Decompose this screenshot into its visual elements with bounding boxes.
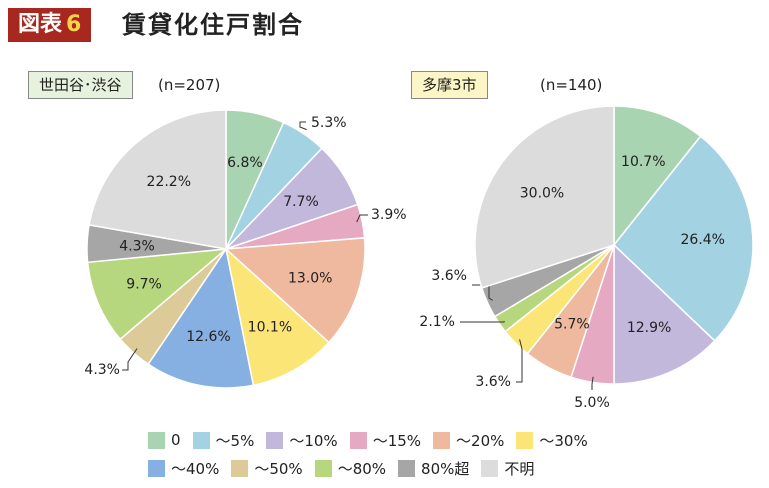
- legend-swatch: [192, 431, 210, 449]
- data-label: 5.3%: [311, 115, 347, 131]
- data-label: 4.3%: [119, 239, 155, 255]
- legend-swatch: [266, 431, 284, 449]
- figure-title: 賃貸化住戸割合: [122, 11, 304, 39]
- legend-item: 0: [148, 431, 181, 449]
- legend-swatch: [349, 431, 367, 449]
- figure-number: 6: [66, 12, 82, 37]
- legend-item: ～5%: [192, 430, 255, 451]
- data-label: 12.6%: [186, 329, 230, 345]
- legend-swatch: [231, 459, 249, 477]
- data-label: 7.7%: [283, 194, 319, 210]
- leader-line: [516, 339, 523, 383]
- legend-label: ～50%: [254, 459, 303, 478]
- legend-label: 80%超: [421, 459, 470, 478]
- chart-2-title: 多摩3市: [411, 71, 488, 99]
- legend-label: ～30%: [539, 431, 588, 450]
- data-label: 9.7%: [126, 277, 162, 293]
- legend-swatch: [516, 431, 534, 449]
- legend-item: ～30%: [516, 430, 588, 451]
- legend-item: 80%超: [398, 458, 469, 479]
- pie-slice: [224, 246, 330, 387]
- legend-label: ～40%: [171, 459, 220, 478]
- legend-label: 不明: [504, 459, 535, 478]
- chart-1-sample-size: (n=207): [158, 76, 221, 94]
- legend-label: ～15%: [372, 431, 422, 450]
- legend-swatch: [148, 431, 165, 449]
- legend-swatch: [148, 459, 165, 477]
- data-label: 5.7%: [554, 316, 590, 332]
- legend-label: ～20%: [456, 431, 505, 450]
- chart-1-title: 世田谷･渋谷: [28, 71, 133, 99]
- data-label: 2.1%: [419, 314, 455, 330]
- leader-line: [591, 376, 594, 390]
- data-label: 13.0%: [288, 271, 332, 287]
- legend-label: ～5%: [215, 431, 255, 450]
- legend-swatch: [433, 431, 451, 449]
- data-label: 5.0%: [574, 395, 610, 411]
- pie-slice: [147, 247, 255, 389]
- figure-badge: 図表 6: [8, 8, 92, 42]
- legend-label: 0: [171, 431, 181, 449]
- pie-slice: [86, 248, 229, 341]
- data-label: 22.2%: [147, 174, 191, 190]
- pie-slice: [474, 105, 615, 289]
- data-label: 10.1%: [248, 319, 292, 335]
- leader-line: [460, 320, 505, 323]
- legend-item: ～10%: [266, 430, 338, 451]
- legend-item: ～20%: [433, 430, 504, 451]
- legend-swatch: [481, 459, 499, 477]
- legend-row-1: 0 ～5% ～10% ～15% ～20% ～30%: [148, 426, 708, 454]
- legend-item: ～15%: [349, 430, 422, 451]
- leader-line: [122, 348, 138, 371]
- data-label: 12.9%: [627, 320, 671, 336]
- chart-2-sample-size: (n=140): [540, 76, 603, 94]
- legend-label: ～10%: [289, 431, 338, 450]
- data-label: 6.8%: [227, 155, 263, 171]
- legend-item: ～50%: [231, 458, 303, 479]
- data-label: 4.3%: [84, 362, 120, 378]
- data-label: 30.0%: [520, 186, 564, 202]
- legend-swatch: [398, 459, 416, 477]
- legend-item: ～80%: [314, 458, 387, 479]
- data-label: 10.7%: [621, 154, 665, 170]
- legend: 0 ～5% ～10% ～15% ～20% ～30% ～40% ～50% ～80%…: [148, 426, 708, 482]
- leader-line: [356, 214, 368, 223]
- pie-slice: [613, 243, 716, 385]
- leader-line: [299, 121, 307, 131]
- legend-label: ～80%: [337, 459, 387, 478]
- pie-slice: [88, 109, 227, 250]
- legend-swatch: [314, 459, 332, 477]
- data-label: 26.4%: [680, 232, 724, 248]
- legend-item: 不明: [481, 458, 534, 479]
- data-label: 3.6%: [431, 268, 467, 284]
- legend-item: ～40%: [148, 458, 219, 479]
- pie-slice: [224, 237, 366, 344]
- legend-row-2: ～40% ～50% ～80% 80%超 不明: [148, 454, 708, 482]
- data-label: 3.9%: [371, 207, 407, 223]
- pie-slice: [613, 105, 702, 248]
- pie-slice: [612, 135, 754, 342]
- data-label: 3.6%: [475, 374, 511, 390]
- figure-badge-label: 図表: [18, 12, 63, 37]
